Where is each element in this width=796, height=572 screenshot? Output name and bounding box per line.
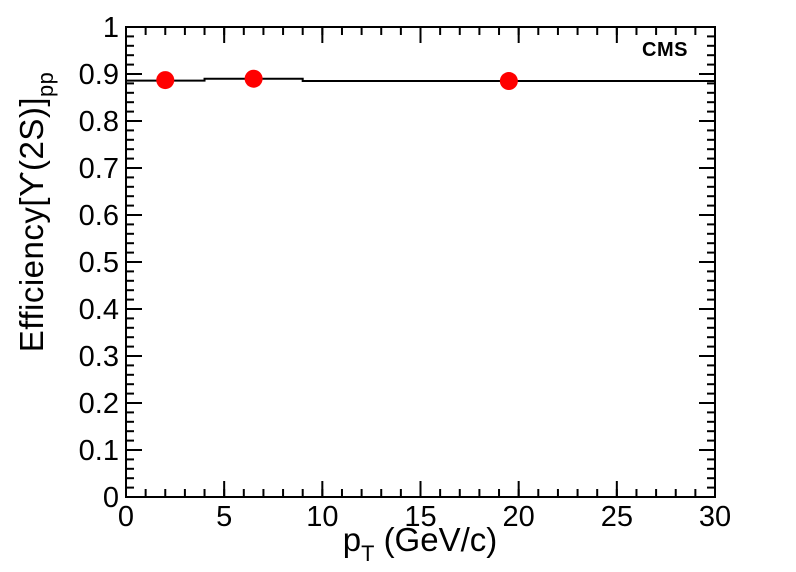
x-tick-label: 30: [699, 501, 731, 533]
x-axis-title-subscript: T: [361, 540, 375, 566]
plot-frame: [125, 26, 716, 498]
y-tick-labels: 0 0.1 0.2 0.3 0.4 0.5 0.6 0.7 0.8 0.9 1: [79, 12, 119, 514]
y-tick-label: 0.3: [79, 341, 119, 373]
data-point-marker: [499, 72, 518, 91]
y-tick-label: 0.2: [79, 388, 119, 420]
y-tick-label: 0.5: [79, 247, 119, 279]
y-axis-title: Efficiency[ϒ(2S)]pp: [13, 72, 59, 353]
y-axis-ticks: [126, 26, 715, 498]
x-tick-label: 25: [601, 501, 633, 533]
x-axis-title-units: (GeV/c): [374, 521, 498, 558]
y-tick-label: 0.8: [79, 106, 119, 138]
y-axis-title-subscript: pp: [32, 71, 58, 97]
efficiency-step-line: [126, 77, 715, 83]
cms-experiment-label: CMS: [642, 39, 688, 61]
y-tick-label: 0.7: [79, 153, 119, 185]
y-tick-label: 0.9: [79, 59, 119, 91]
x-axis-ticks: [125, 27, 716, 497]
y-axis-title-text: Efficiency[ϒ(2S)]: [13, 96, 51, 353]
y-tick-label: 1: [103, 12, 119, 44]
data-point-marker: [156, 71, 175, 90]
data-point-marker: [244, 69, 263, 88]
y-tick-label: 0: [103, 482, 119, 514]
x-tick-label: 10: [306, 501, 338, 533]
x-axis-title: pT (GeV/c): [343, 521, 498, 567]
efficiency-markers: [156, 69, 518, 91]
x-tick-label: 5: [216, 501, 232, 533]
x-tick-label: 0: [118, 501, 134, 533]
y-tick-label: 0.1: [79, 435, 119, 467]
y-tick-label: 0.4: [79, 294, 119, 326]
x-axis-title-base: p: [342, 521, 362, 558]
x-tick-label: 20: [503, 501, 535, 533]
x-tick-labels: 0 5 10 15 20 25 30: [118, 501, 731, 533]
x-tick-label: 15: [404, 501, 436, 533]
y-tick-label: 0.6: [79, 200, 119, 232]
